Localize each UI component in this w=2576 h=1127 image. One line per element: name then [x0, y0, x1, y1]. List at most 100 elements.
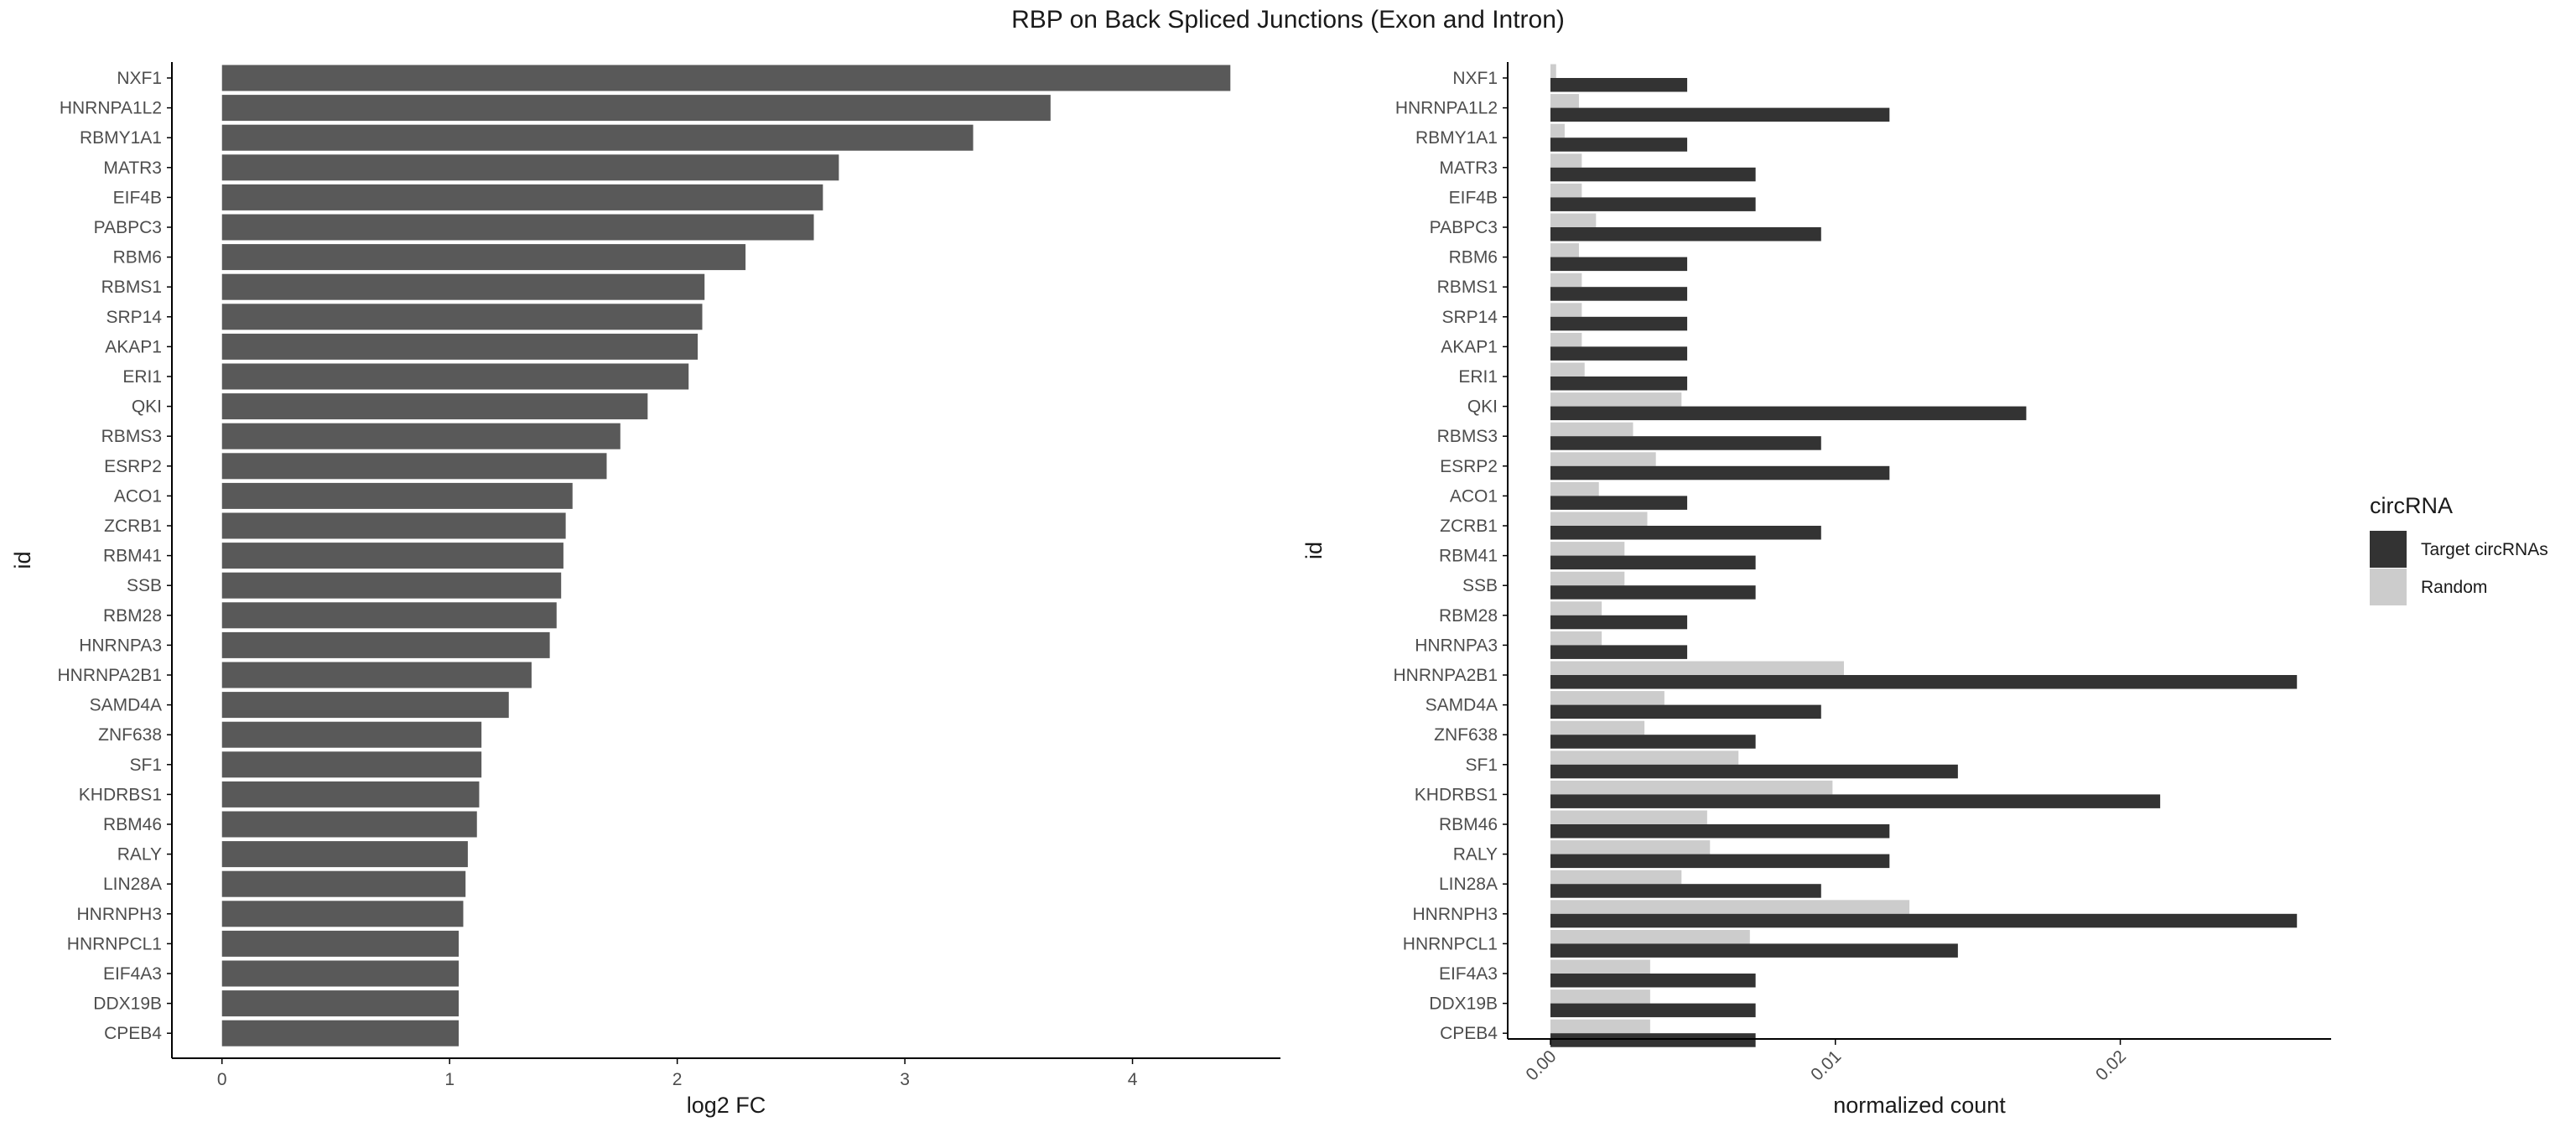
bar-random-hnrnph3 — [1550, 900, 1910, 914]
y-tick-label: RBM41 — [103, 547, 162, 566]
y-tick-label: ACO1 — [1450, 486, 1498, 506]
bar-rbm28 — [221, 602, 557, 629]
y-tick-label: SRP14 — [106, 308, 162, 327]
bar-znf638 — [221, 721, 482, 748]
y-tick-label: ERI1 — [1458, 367, 1498, 387]
bar-random-ssb — [1550, 571, 1625, 586]
bar-hnrnpcl1 — [221, 930, 460, 957]
bar-target-rbms1 — [1550, 287, 1688, 301]
y-tick-label: AKAP1 — [1441, 337, 1498, 356]
bar-hnrnpa2b1 — [221, 662, 532, 688]
y-tick-label: MATR3 — [103, 158, 162, 178]
y-tick-label: ZCRB1 — [1440, 517, 1498, 536]
bar-target-khdrbs1 — [1550, 794, 2161, 808]
y-tick-label: NXF1 — [117, 69, 162, 88]
bar-target-zcrb1 — [1550, 526, 1821, 540]
y-tick-label: RBMS3 — [1437, 427, 1498, 446]
y-tick-label: HNRNPA2B1 — [58, 666, 162, 685]
x-tick-label: 4 — [1128, 1070, 1138, 1089]
bar-random-hnrnpa1l2 — [1550, 94, 1579, 108]
bar-target-ssb — [1550, 585, 1756, 600]
x-tick-label: 0.00 — [1522, 1046, 1560, 1084]
y-tick-label: PABPC3 — [94, 218, 162, 237]
y-tick-label: AKAP1 — [105, 337, 162, 356]
bar-target-hnrnpa1l2 — [1550, 107, 1890, 122]
bar-sf1 — [221, 751, 482, 778]
y-tick-label: ERI1 — [122, 367, 162, 387]
left-bar-chart: NXF1 HNRNPA1L2 RBMY1A1 MATR3 EIF4B PABPC3 RBM6… — [10, 62, 1280, 1118]
y-tick-label: HNRNPCL1 — [1403, 934, 1498, 953]
bar-random-eri1 — [1550, 362, 1585, 377]
y-tick-label: QKI — [132, 397, 162, 417]
bar-eif4a3 — [221, 960, 460, 987]
legend-label: Random — [2421, 578, 2487, 597]
x-tick-label: 3 — [900, 1070, 910, 1089]
bar-khdrbs1 — [221, 781, 480, 808]
y-tick-label: SRP14 — [1441, 308, 1498, 327]
y-tick-label: HNRNPA2B1 — [1394, 666, 1498, 685]
bar-random-khdrbs1 — [1550, 780, 1833, 795]
bar-random-samd4a — [1550, 691, 1665, 705]
x-tick-label: 0 — [217, 1070, 227, 1089]
bar-random-sf1 — [1550, 750, 1739, 765]
bar-random-hnrnpa2b1 — [1550, 661, 1844, 675]
y-tick-label: QKI — [1467, 397, 1498, 417]
bar-target-srp14 — [1550, 316, 1688, 331]
bar-target-raly — [1550, 854, 1890, 869]
legend-swatch-target — [2370, 531, 2407, 568]
y-tick-label: ZNF638 — [98, 725, 162, 745]
bar-random-matr3 — [1550, 153, 1582, 168]
y-tick-label: HNRNPH3 — [1412, 905, 1498, 924]
bar-eif4b — [221, 184, 823, 210]
bar-random-cpeb4 — [1550, 1019, 1650, 1034]
bar-eri1 — [221, 363, 689, 390]
bar-random-rbm41 — [1550, 542, 1625, 556]
bar-random-lin28a — [1550, 870, 1682, 885]
bar-target-hnrnpa2b1 — [1550, 675, 2298, 689]
bar-random-esrp2 — [1550, 452, 1656, 466]
bar-random-akap1 — [1550, 332, 1582, 347]
y-tick-label: DDX19B — [1429, 995, 1498, 1014]
bar-target-rbms3 — [1550, 436, 1821, 450]
bar-ssb — [221, 572, 562, 599]
bar-random-rbm28 — [1550, 601, 1602, 615]
y-tick-label: RBMY1A1 — [1415, 128, 1498, 148]
y-tick-label: ACO1 — [114, 486, 162, 506]
y-tick-label: ESRP2 — [1440, 457, 1498, 476]
bar-target-eif4b — [1550, 197, 1756, 211]
bar-hnrnpa1l2 — [221, 95, 1051, 122]
bar-target-lin28a — [1550, 884, 1821, 898]
y-tick-label: SAMD4A — [90, 696, 162, 715]
bar-esrp2 — [221, 453, 607, 480]
legend-label: Target circRNAs — [2421, 540, 2548, 559]
x-tick-label: 0.02 — [2092, 1046, 2130, 1084]
bar-rbm6 — [221, 244, 746, 271]
bar-target-eif4a3 — [1550, 974, 1756, 988]
bar-random-rbmy1a1 — [1550, 123, 1565, 138]
y-tick-label: CPEB4 — [104, 1024, 162, 1043]
bar-target-sf1 — [1550, 764, 1958, 779]
bar-target-nxf1 — [1550, 78, 1688, 92]
bar-matr3 — [221, 154, 839, 181]
bar-cpeb4 — [221, 1020, 460, 1046]
y-tick-label: RALY — [117, 845, 162, 865]
bar-random-hnrnpcl1 — [1550, 929, 1750, 944]
legend: circRNA Target circRNAs Random — [2370, 493, 2548, 605]
bar-lin28a — [221, 870, 466, 897]
bar-pabpc3 — [221, 214, 814, 241]
bar-random-pabpc3 — [1550, 213, 1597, 227]
y-tick-label: EIF4B — [113, 188, 162, 207]
bar-target-rbm6 — [1550, 257, 1688, 272]
x-axis-title: normalized count — [1833, 1093, 2006, 1118]
y-tick-label: RBM41 — [1439, 547, 1498, 566]
y-tick-label: SF1 — [129, 756, 162, 775]
bar-target-rbm46 — [1550, 824, 1890, 839]
y-tick-label: NXF1 — [1452, 69, 1498, 88]
y-tick-label: PABPC3 — [1430, 218, 1498, 237]
y-tick-label: HNRNPCL1 — [67, 934, 162, 953]
bar-hnrnph3 — [221, 901, 464, 927]
y-tick-label: KHDRBS1 — [1415, 785, 1498, 804]
y-tick-label: RBM28 — [1439, 606, 1498, 626]
bar-raly — [221, 841, 468, 868]
legend-title: circRNA — [2370, 493, 2453, 518]
